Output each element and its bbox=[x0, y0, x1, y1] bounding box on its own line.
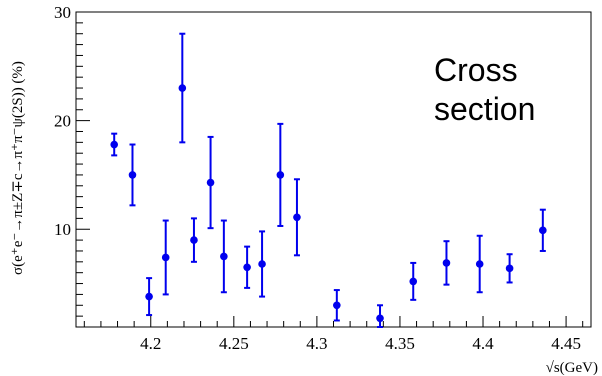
data-point bbox=[505, 264, 514, 273]
y-axis-title: σ(e⁺e⁻→π±Z∓c→π⁺π⁻ψ(2S)) (%) bbox=[10, 61, 26, 275]
x-tick-label: 4.4 bbox=[472, 334, 494, 353]
data-point bbox=[178, 84, 187, 92]
data-point bbox=[539, 226, 547, 235]
x-tick-label: 4.25 bbox=[219, 334, 249, 353]
x-tick-label: 4.45 bbox=[551, 334, 581, 353]
data-point bbox=[442, 259, 451, 267]
data-point bbox=[475, 260, 484, 268]
y-tick-label: 20 bbox=[54, 112, 71, 131]
data-point bbox=[243, 263, 251, 272]
data-point bbox=[276, 171, 285, 179]
axis-ticks: 4.2 4.25 4.3 4.35 4.4 4.45 10 20 30 bbox=[54, 3, 584, 353]
x-axis-title: √s(GeV) bbox=[546, 360, 598, 376]
x-tick-label: 4.35 bbox=[385, 334, 415, 353]
x-tick-label: 4.3 bbox=[306, 334, 327, 353]
data-marks bbox=[110, 32, 547, 328]
data-point bbox=[258, 260, 266, 268]
data-point bbox=[220, 252, 228, 261]
x-tick-label: 4.2 bbox=[140, 334, 161, 353]
data-point bbox=[190, 236, 198, 244]
data-point bbox=[110, 140, 119, 149]
data-point bbox=[128, 171, 137, 179]
y-tick-label: 10 bbox=[54, 220, 71, 239]
data-point bbox=[206, 178, 215, 187]
data-point bbox=[333, 301, 341, 310]
data-point bbox=[161, 253, 170, 262]
data-point bbox=[376, 314, 384, 323]
annotation-line-1: Cross bbox=[434, 52, 518, 88]
annotation-line-2: section bbox=[434, 91, 535, 127]
data-point bbox=[145, 292, 153, 301]
data-point bbox=[293, 213, 301, 222]
data-point bbox=[409, 277, 418, 286]
y-tick-label: 30 bbox=[54, 3, 71, 22]
